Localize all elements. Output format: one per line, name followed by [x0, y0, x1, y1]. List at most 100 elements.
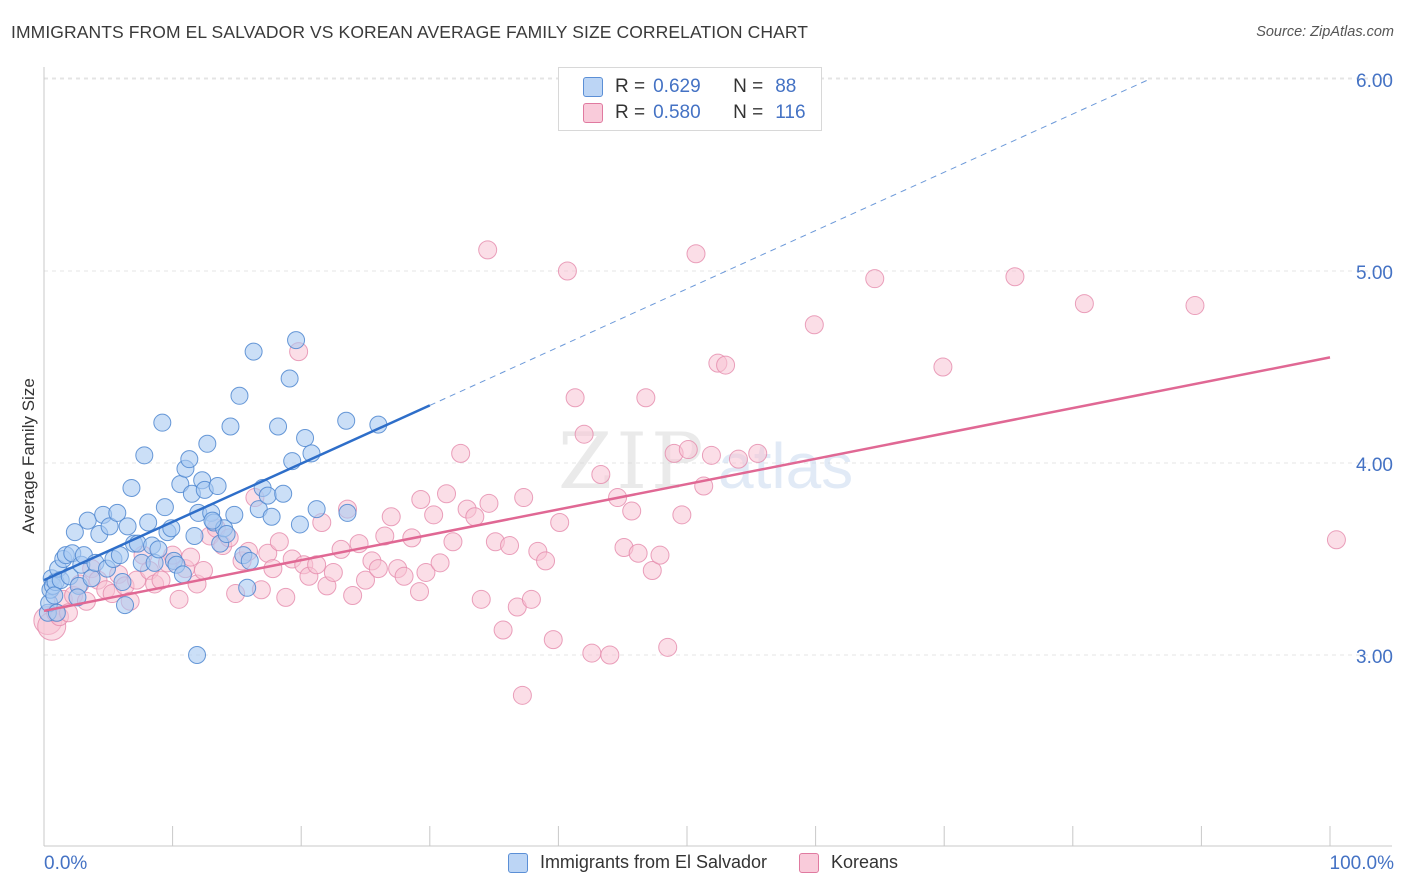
korean-point: [368, 559, 388, 579]
series-swatch-blue: [507, 852, 528, 873]
el-salvador-point: [113, 573, 132, 592]
korean-point: [263, 559, 283, 579]
x-tick-label: 100.0%: [1330, 853, 1395, 874]
el-salvador-point: [262, 507, 281, 526]
korean-point: [557, 261, 577, 281]
korean-point: [451, 443, 471, 463]
korean-point: [658, 637, 678, 657]
korean-point: [443, 532, 463, 552]
korean-point: [465, 507, 485, 527]
korean-point: [375, 526, 395, 546]
korean-point: [636, 388, 656, 408]
el-salvador-point: [217, 525, 236, 544]
korean-point: [672, 505, 692, 525]
axis-labels: 3.00 4.00 5.00 6.00 0.0% 100.0% Average Family…: [19, 71, 1394, 874]
el-salvador-point: [225, 505, 244, 524]
korean-point: [865, 269, 885, 289]
el-salvador-point: [82, 569, 101, 588]
legend-r-value: 0.629: [653, 76, 701, 97]
el-salvador-point: [307, 500, 326, 519]
korean-point: [536, 551, 556, 571]
korean-point: [574, 424, 594, 444]
legend-n-value: 88: [775, 76, 797, 97]
el-salvador-point: [244, 342, 263, 361]
el-salvador-point: [153, 413, 172, 432]
el-salvador-point: [45, 586, 64, 605]
el-salvador-point: [118, 517, 137, 536]
korean-point: [307, 555, 327, 575]
el-salvador-point: [203, 511, 222, 530]
korean-point: [1005, 267, 1025, 287]
korean-point: [471, 589, 491, 609]
series-label-koreans: Koreans: [831, 852, 899, 872]
el-salvador-point: [185, 526, 204, 545]
y-tick-label: 3.00: [1356, 647, 1393, 668]
el-salvador-point: [269, 417, 288, 436]
korean-point: [424, 505, 444, 525]
y-tick-label: 4.00: [1356, 455, 1393, 476]
correlation-legend: R = 0.629 N = 88 R = 0.580 N = 116: [558, 67, 822, 131]
korean-point: [479, 493, 499, 513]
korean-point: [411, 489, 431, 509]
korean-point: [269, 532, 289, 552]
series-legend-koreans[interactable]: Koreans: [799, 852, 898, 873]
el-salvador-point: [198, 434, 217, 453]
el-salvador-point: [188, 646, 207, 664]
korean-point: [323, 562, 343, 582]
korean-point: [1074, 294, 1094, 314]
legend-r-label: R =: [615, 76, 646, 97]
el-salvador-points: [38, 331, 388, 664]
el-salvador-point: [78, 511, 97, 530]
korean-point: [514, 488, 534, 508]
el-salvador-point: [230, 386, 249, 405]
korean-point: [582, 643, 602, 663]
el-salvador-point: [287, 331, 306, 350]
el-salvador-trend-line: [43, 404, 431, 582]
y-tick-label: 5.00: [1356, 263, 1393, 284]
korean-point: [1326, 530, 1346, 550]
el-salvador-point: [155, 498, 174, 517]
korean-point: [493, 620, 513, 640]
korean-point: [622, 501, 642, 521]
series-legend-el-salvador[interactable]: Immigrants from El Salvador: [507, 852, 768, 873]
korean-point: [169, 589, 189, 609]
korean-point: [410, 582, 430, 602]
korean-point: [437, 484, 457, 504]
el-salvador-point: [108, 503, 127, 522]
el-salvador-point: [238, 578, 257, 597]
legend-r-label: R =: [615, 102, 646, 123]
el-salvador-point: [68, 588, 87, 607]
el-salvador-point: [258, 486, 277, 505]
legend-n-label: N =: [733, 102, 764, 123]
korean-point: [1185, 296, 1205, 316]
korean-point: [716, 355, 736, 375]
el-salvador-point: [280, 369, 299, 388]
el-salvador-point: [221, 417, 240, 436]
korean-point: [933, 357, 953, 377]
el-salvador-point: [274, 484, 293, 503]
korean-point: [394, 566, 414, 586]
korean-point: [276, 587, 296, 607]
el-salvador-point: [149, 540, 168, 559]
korean-point: [430, 553, 450, 573]
x-tick-label: 0.0%: [44, 853, 87, 874]
korean-point: [701, 445, 721, 465]
korean-point: [728, 449, 748, 469]
korean-point: [628, 543, 648, 563]
korean-point: [500, 536, 520, 556]
legend-swatch-pink: [583, 103, 603, 123]
korean-point: [748, 443, 768, 463]
el-salvador-point: [139, 513, 158, 532]
series-swatch-pink: [799, 852, 820, 873]
legend-row-el-salvador: R = 0.629 N = 88: [583, 75, 796, 99]
series-label-el-salvador: Immigrants from El Salvador: [539, 852, 768, 872]
korean-point: [804, 315, 824, 335]
korean-point: [543, 630, 563, 650]
korean-point: [478, 240, 498, 260]
y-axis-label: Average Family Size: [19, 378, 38, 534]
source-credit: Source: ZipAtlas.com: [1256, 24, 1394, 40]
korean-point: [193, 561, 213, 581]
el-salvador-point: [135, 446, 154, 465]
korean-point: [416, 562, 436, 582]
